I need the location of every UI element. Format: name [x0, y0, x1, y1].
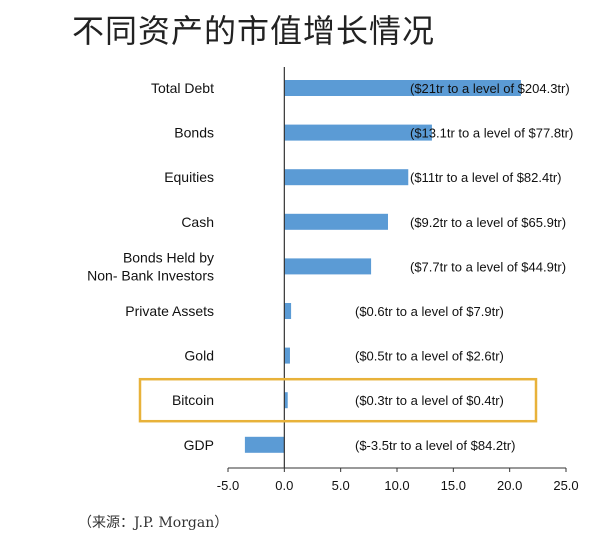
x-tick-label: -5.0 [217, 478, 239, 493]
category-label: Cash [181, 214, 214, 230]
x-tick-label: 0.0 [275, 478, 293, 493]
bar [284, 347, 290, 364]
data-label: ($0.3tr to a level of $0.4tr) [355, 393, 504, 408]
bar [244, 436, 285, 453]
data-label: ($7.7tr to a level of $44.9tr) [410, 259, 566, 274]
bar [284, 303, 292, 319]
category-label: Bitcoin [172, 392, 214, 408]
data-label: ($21tr to a level of $204.3tr) [410, 81, 570, 96]
category-label: Equities [164, 169, 214, 185]
data-label: ($0.6tr to a level of $7.9tr) [355, 304, 504, 319]
category-label: Gold [184, 348, 214, 364]
data-label: ($0.5tr to a level of $2.6tr) [355, 349, 504, 364]
category-label: Total Debt [151, 80, 214, 96]
bar [284, 169, 409, 186]
data-label: ($11tr to a level of $82.4tr) [410, 170, 562, 185]
bar [284, 392, 288, 409]
category-label: Bonds Held by Non- Bank Investors [87, 249, 214, 283]
x-tick-label: 5.0 [332, 478, 350, 493]
highlight-box [138, 377, 538, 423]
x-tick-label: 20.0 [497, 478, 522, 493]
category-label: GDP [184, 437, 214, 453]
x-tick-label: 25.0 [553, 478, 578, 493]
category-label: Private Assets [125, 303, 214, 319]
x-tick-label: 15.0 [441, 478, 466, 493]
data-label: ($9.2tr to a level of $65.9tr) [410, 215, 566, 230]
chart-title: 不同资产的市值增长情况 [72, 12, 436, 50]
data-label: ($-3.5tr to a level of $84.2tr) [355, 438, 515, 453]
bar [284, 213, 388, 230]
category-label: Bonds [174, 125, 214, 141]
bar [284, 258, 372, 275]
bar [284, 124, 432, 141]
x-tick-label: 10.0 [384, 478, 409, 493]
source-note: （来源：J.P. Morgan） [78, 515, 229, 531]
data-label: ($13.1tr to a level of $77.8tr) [410, 126, 573, 141]
bar [284, 80, 521, 96]
